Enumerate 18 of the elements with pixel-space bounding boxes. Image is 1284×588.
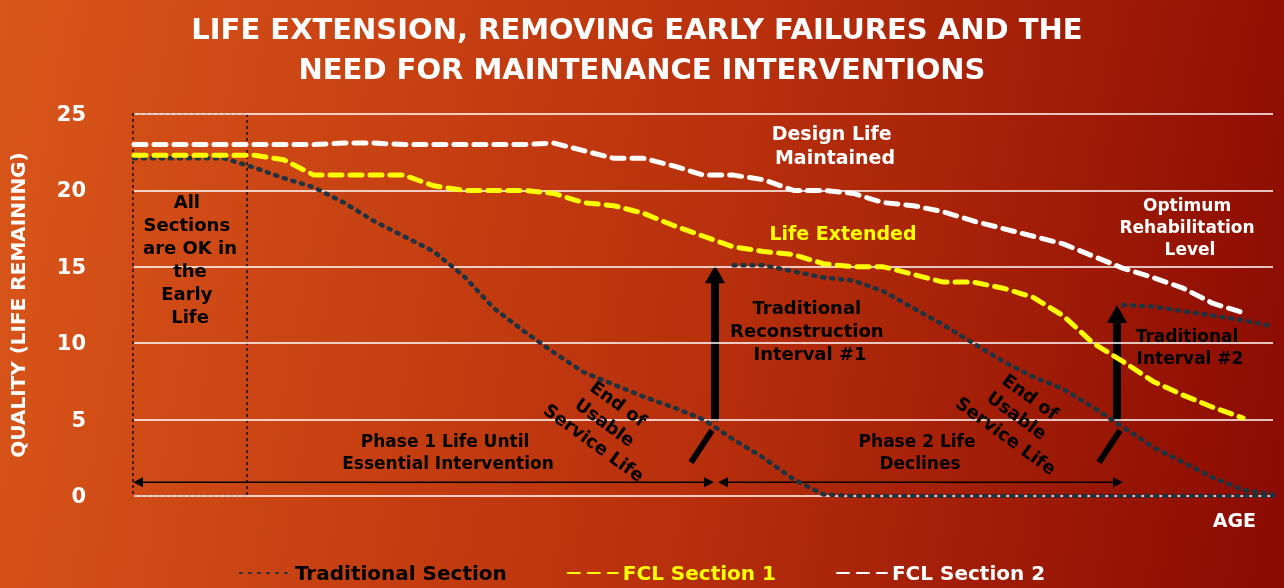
- annotation: Traditional Reconstruction Interval #1: [730, 297, 890, 364]
- y-tick-label: 20: [56, 178, 86, 203]
- legend-label: FCL Section 1: [622, 561, 776, 585]
- chart-title: LIFE EXTENSION, REMOVING EARLY FAILURES AND THE NEED FOR MAINTENANCE INTERVENTIONS: [191, 12, 1093, 86]
- y-tick-label: 10: [56, 331, 86, 356]
- y-tick-label: 25: [56, 102, 86, 126]
- annotation: Optimum Rehabilitation Level: [1119, 195, 1261, 259]
- y-tick-label: 5: [71, 407, 86, 432]
- x-axis-title: AGE: [1212, 508, 1256, 531]
- y-tick-label: 15: [56, 254, 86, 279]
- legend-label: FCL Section 2: [891, 561, 1046, 585]
- annotation: Design Life Maintained: [771, 122, 899, 168]
- annotation: Phase 1 Life Until Essential Intervention: [342, 431, 554, 473]
- y-tick-label: 0: [71, 484, 86, 508]
- annotation: Traditional Interval #2: [1135, 326, 1245, 368]
- legend-label: Traditional Section: [294, 561, 507, 585]
- y-axis-title: QUALITY (LIFE REMAINING): [6, 152, 30, 458]
- annotation: Life Extended: [769, 222, 917, 244]
